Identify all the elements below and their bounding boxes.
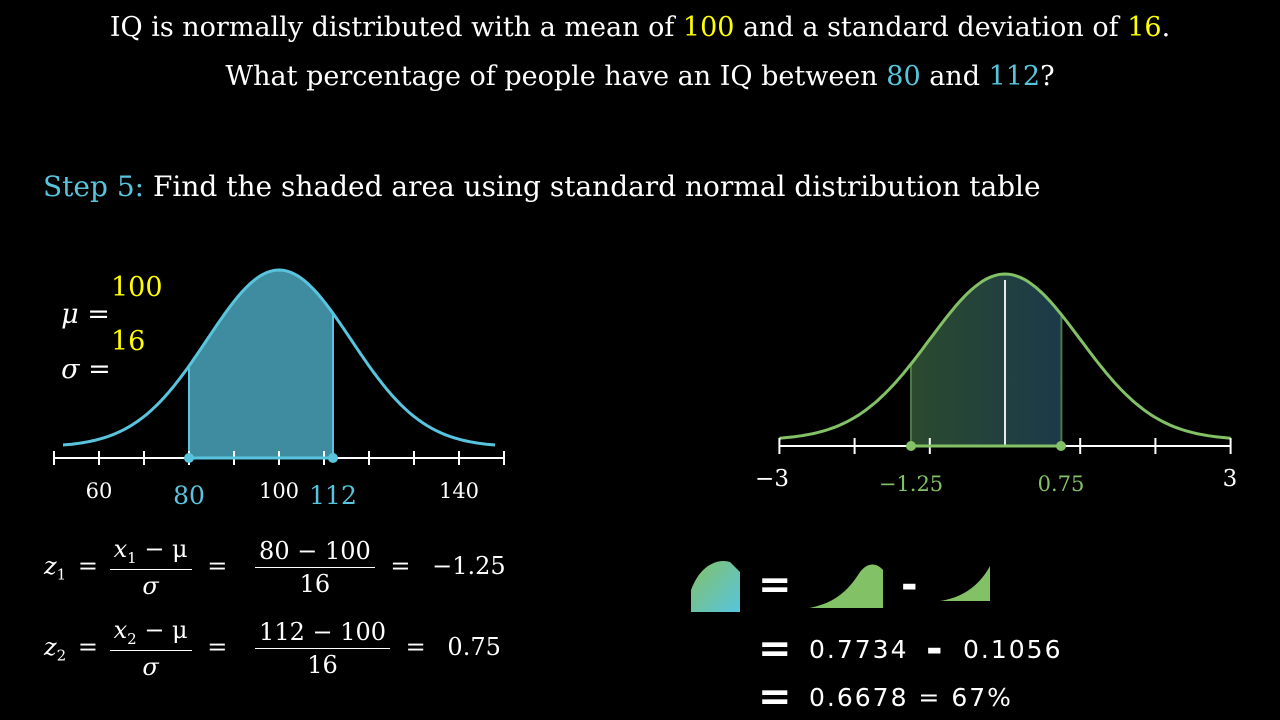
equals-sign: =	[758, 562, 792, 608]
z2-lhs: z	[44, 632, 57, 661]
question-text: IQ is normally distributed with a mean o…	[109, 12, 683, 43]
z1-num-sub: 1	[127, 548, 137, 567]
z2-num: x	[113, 616, 128, 644]
left-low-label: 80	[173, 481, 205, 510]
shaded-middle-icon	[691, 560, 740, 612]
left-tick-label: 60	[85, 479, 113, 503]
mean-value: 100	[682, 12, 735, 43]
question-text: What percentage of people have an IQ bet…	[225, 61, 887, 92]
right-min-label: −3	[755, 466, 789, 492]
question-text: and	[920, 61, 989, 92]
right-point-high	[1056, 441, 1066, 451]
z1-num-rest: − μ	[136, 535, 188, 563]
left-shaded-area	[189, 270, 333, 458]
z1-den2: 16	[299, 569, 331, 598]
sd-value: 16	[1127, 12, 1162, 43]
z2-equation: z2 = x2 − μ σ = 112 − 100 16 = 0.75	[44, 616, 501, 681]
z2-result: 0.75	[447, 632, 501, 661]
step-text: Find the shaded area using standard norm…	[144, 170, 1041, 203]
calc-value-1: 0.7734	[809, 635, 909, 664]
z2-num-sub: 2	[127, 629, 137, 648]
mu-row: μ =	[44, 268, 110, 330]
calc-value-2: 0.1056	[963, 635, 1063, 664]
left-tick-label: 100	[258, 479, 300, 503]
right-curve-line	[779, 272, 1231, 440]
minus-sign: -	[926, 626, 943, 672]
z2-den: σ	[142, 652, 159, 681]
left-curve-line	[62, 268, 496, 447]
z2-formula: x2 − μ σ	[109, 616, 192, 681]
sigma-label: σ =	[61, 354, 111, 385]
question-text: ?	[1040, 61, 1055, 92]
mu-value: 100	[111, 272, 163, 303]
right-point-low	[906, 441, 916, 451]
equals-sign: =	[758, 626, 792, 672]
right-shaded-area	[911, 274, 1062, 446]
equals-sign: =	[758, 674, 792, 720]
left-high-label: 112	[309, 481, 357, 510]
z2-sub: 2	[56, 646, 67, 665]
right-normal-curve	[778, 272, 1232, 454]
z1-formula: x1 − μ σ	[109, 535, 192, 600]
question-text: and a standard deviation of	[734, 12, 1128, 43]
calc-result: 0.6678 = 67%	[809, 683, 1013, 712]
z1-num2: 80 − 100	[255, 537, 375, 568]
z1-result: −1.25	[432, 551, 506, 580]
upper-bound: 112	[988, 61, 1041, 92]
question-line-2: What percentage of people have an IQ bet…	[0, 61, 1280, 92]
mu-label: μ =	[61, 299, 110, 330]
z2-num-rest: − μ	[136, 616, 188, 644]
z2-substituted: 112 − 100 16	[255, 618, 391, 679]
left-normal-curve	[53, 268, 505, 465]
question-text: .	[1161, 12, 1171, 43]
lower-bound: 80	[886, 61, 921, 92]
left-point-high	[328, 453, 338, 463]
sigma-row: σ =	[44, 323, 111, 385]
question-line-1: IQ is normally distributed with a mean o…	[0, 12, 1280, 43]
z1-sub: 1	[56, 565, 67, 584]
left-tick-label: 140	[438, 479, 480, 503]
step-label: Step 5:	[43, 170, 145, 203]
left-point-low	[184, 453, 194, 463]
minus-sign: -	[901, 562, 918, 608]
right-zhigh-label: 0.75	[1037, 472, 1085, 496]
z2-den2: 16	[307, 650, 338, 679]
left-area-neg125-icon	[940, 566, 990, 601]
step-heading: Step 5: Find the shaded area using stand…	[43, 170, 1041, 203]
z2-num2: 112 − 100	[255, 618, 391, 649]
z1-lhs: z	[44, 551, 57, 580]
z1-num: x	[113, 535, 128, 563]
area-icons-equation	[691, 560, 990, 612]
right-max-label: 3	[1222, 466, 1238, 492]
sigma-value: 16	[111, 326, 146, 357]
z1-den: σ	[142, 571, 159, 600]
left-area-075-icon	[809, 564, 883, 608]
right-zlow-label: −1.25	[878, 472, 944, 496]
z1-substituted: 80 − 100 16	[255, 537, 375, 598]
z1-equation: z1 = x1 − μ σ = 80 − 100 16 = −1.25	[44, 535, 506, 600]
